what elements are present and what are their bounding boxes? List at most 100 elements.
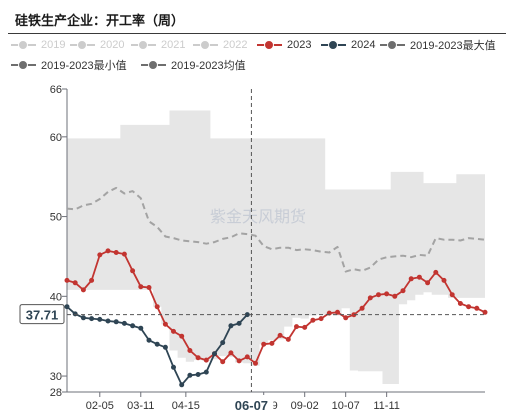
- cursor-x-value-label: 06-07: [235, 398, 268, 413]
- band-area: [67, 110, 485, 384]
- data-point: [367, 295, 373, 301]
- series-lines: [64, 186, 488, 388]
- watermark-text: 紫金天风期货: [210, 207, 306, 226]
- legend-marker-icon: [70, 39, 95, 51]
- data-point: [105, 318, 111, 324]
- data-point: [179, 333, 185, 339]
- y-tick-label: 50: [50, 212, 62, 224]
- legend-label: 2024: [351, 39, 376, 51]
- title-divider: [8, 33, 506, 34]
- data-point: [130, 268, 136, 274]
- data-point: [474, 305, 480, 311]
- legend-label: 2022: [223, 39, 248, 51]
- x-tick-label: 11-11: [373, 400, 400, 412]
- y-tick-label: 30: [50, 371, 62, 383]
- data-point: [343, 315, 349, 321]
- cursor-y-value-box: 37.71: [19, 304, 65, 325]
- x-tick-label: 03-11: [127, 400, 154, 412]
- legend-item-2019[interactable]: 2019: [11, 37, 65, 53]
- data-point: [318, 316, 324, 322]
- axes: 28304050606602-0503-1104-1507-2909-0210-…: [50, 84, 485, 412]
- data-point: [203, 369, 209, 375]
- data-point: [425, 280, 431, 286]
- data-point: [253, 360, 258, 366]
- data-point: [433, 269, 439, 275]
- legend-item-2020[interactable]: 2020: [70, 37, 124, 53]
- data-point: [294, 324, 299, 330]
- data-point: [138, 325, 144, 331]
- data-point: [64, 304, 70, 310]
- legend-item-2022[interactable]: 2022: [193, 37, 247, 53]
- legend-marker-icon: [380, 39, 405, 51]
- max-min-band: [67, 110, 485, 384]
- legend-item-2019-2023最小值[interactable]: 2019-2023最小值: [11, 57, 127, 73]
- data-point: [261, 341, 267, 347]
- data-point: [105, 248, 111, 254]
- data-point: [408, 276, 414, 282]
- legend-label: 2019: [41, 39, 66, 51]
- data-point: [154, 341, 160, 347]
- data-point: [138, 284, 144, 290]
- legend-label: 2020: [100, 39, 125, 51]
- legend-label: 2021: [161, 39, 186, 51]
- data-point: [179, 382, 185, 388]
- data-point: [146, 337, 152, 343]
- data-point: [72, 311, 78, 317]
- data-point: [212, 351, 217, 357]
- legend-item-2023[interactable]: 2023: [257, 37, 311, 53]
- data-point: [302, 324, 308, 330]
- legend-item-2019-2023最大值[interactable]: 2019-2023最大值: [380, 37, 496, 53]
- series-2019-2023均值: [66, 186, 486, 273]
- data-point: [162, 321, 168, 327]
- data-point: [121, 251, 127, 257]
- data-point: [449, 292, 455, 298]
- cursor-y-box-bg: [19, 304, 65, 325]
- data-point: [236, 358, 242, 364]
- data-point: [195, 355, 201, 361]
- data-point: [384, 291, 390, 297]
- legend-marker-icon: [11, 59, 36, 71]
- legend-item-2024[interactable]: 2024: [321, 37, 375, 53]
- y-tick-label: 60: [50, 132, 62, 144]
- data-point: [220, 340, 226, 346]
- data-point: [269, 340, 275, 346]
- series-2023: [64, 248, 488, 366]
- legend-marker-icon: [193, 39, 218, 51]
- legend-label: 2019-2023均值: [171, 60, 246, 72]
- data-point: [121, 320, 127, 326]
- data-point: [80, 315, 86, 321]
- chart-header: 硅铁生产企业：开工率（周）: [0, 0, 514, 34]
- data-point: [482, 309, 488, 315]
- legend-label: 2023: [287, 39, 312, 51]
- series-line: [66, 249, 486, 365]
- data-point: [97, 252, 103, 258]
- x-tick-label: 04-15: [172, 400, 200, 412]
- legend-marker-icon: [257, 39, 282, 51]
- data-point: [187, 372, 193, 378]
- hover-cursor: 37.71 06-07: [19, 89, 485, 413]
- legend-marker-icon: [131, 39, 156, 51]
- data-point: [162, 344, 168, 350]
- data-point: [244, 354, 250, 360]
- series-line: [66, 186, 486, 273]
- data-point: [220, 359, 226, 365]
- data-point: [146, 285, 152, 290]
- data-point: [113, 319, 119, 325]
- data-point: [89, 277, 95, 283]
- data-point: [285, 336, 291, 342]
- data-point: [228, 323, 234, 329]
- cursor-x-value-box: 06-07: [229, 395, 274, 413]
- legend-item-2021[interactable]: 2021: [131, 37, 185, 53]
- data-point: [335, 309, 340, 315]
- data-point: [228, 350, 234, 356]
- data-point: [310, 317, 316, 323]
- legend-label: 2019-2023最小值: [41, 60, 127, 72]
- data-point: [130, 323, 136, 329]
- legend-item-2019-2023均值[interactable]: 2019-2023均值: [141, 57, 246, 73]
- cursor-y-value-label: 37.71: [26, 308, 59, 323]
- y-tick-label: 40: [50, 291, 62, 303]
- data-point: [64, 277, 70, 283]
- data-point: [97, 316, 103, 322]
- data-point: [72, 280, 78, 286]
- data-point: [400, 288, 406, 294]
